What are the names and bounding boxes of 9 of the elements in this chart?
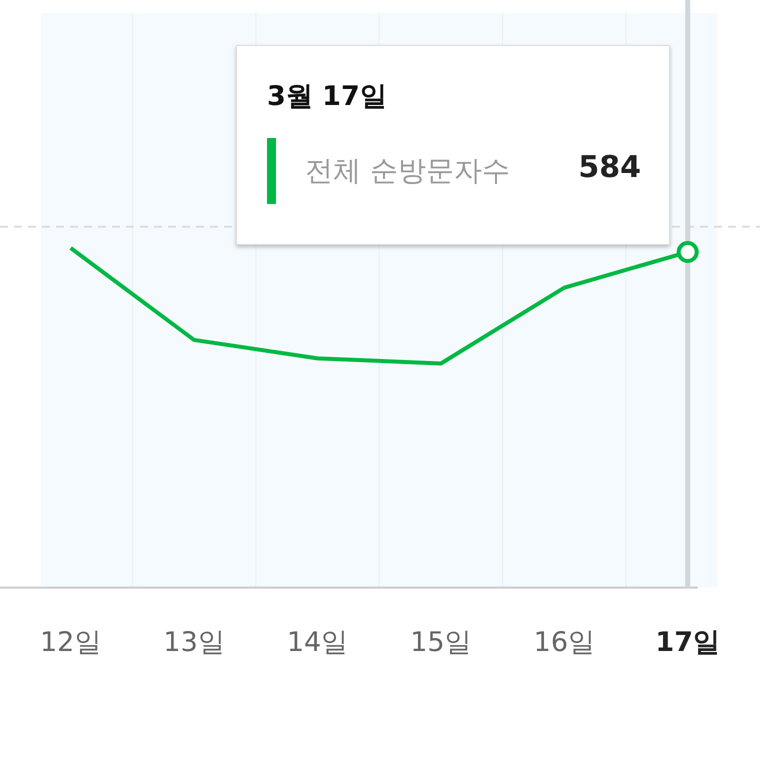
x-tick-label: 17일 [655,626,720,658]
x-tick-label: 16일 [534,626,595,658]
x-tick-label: 13일 [163,626,225,658]
annotation: 3월 17일 [267,80,387,114]
legend-label: 전체 순방문자수 [305,153,510,189]
x-tick-label: 15일 [410,626,472,658]
data-label: 584 [578,150,641,185]
x-tick-label: 14일 [286,626,348,658]
x-tick-label: 12일 [40,626,102,658]
